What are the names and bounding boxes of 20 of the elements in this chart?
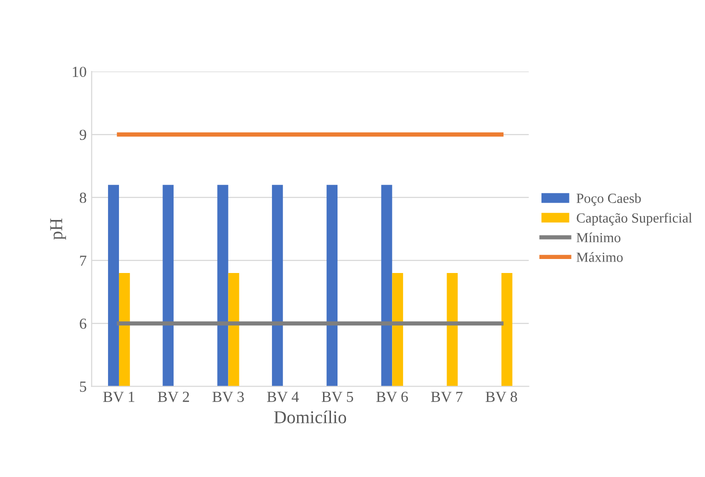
- x-tick-label: BV 8: [486, 392, 518, 402]
- x-tick-label: BV 1: [103, 392, 134, 402]
- y-tick-label: 10: [72, 66, 86, 77]
- y-axis-title: pH: [50, 218, 66, 240]
- x-tick-label: BV 4: [267, 392, 299, 402]
- x-tick-label: BV 7: [431, 392, 463, 402]
- y-tick-label: 6: [80, 318, 86, 329]
- y-tick-label: 8: [80, 192, 86, 203]
- legend-label: Mínimo: [576, 232, 620, 242]
- x-tick-label: BV 2: [158, 392, 189, 402]
- legend-label: Captação Superficial: [576, 212, 692, 226]
- y-tick-label: 5: [80, 382, 86, 392]
- x-tick-label: BV 3: [212, 392, 244, 402]
- legend-label: Poço Caesb: [576, 193, 641, 206]
- y-tick-label: 7: [80, 256, 86, 266]
- y-tick-label: 9: [80, 130, 86, 140]
- x-tick-label: BV 6: [376, 392, 408, 402]
- x-axis-title: Domicílio: [274, 410, 346, 424]
- x-tick-label: BV 5: [322, 392, 354, 402]
- legend-label: Máximo: [576, 252, 623, 262]
